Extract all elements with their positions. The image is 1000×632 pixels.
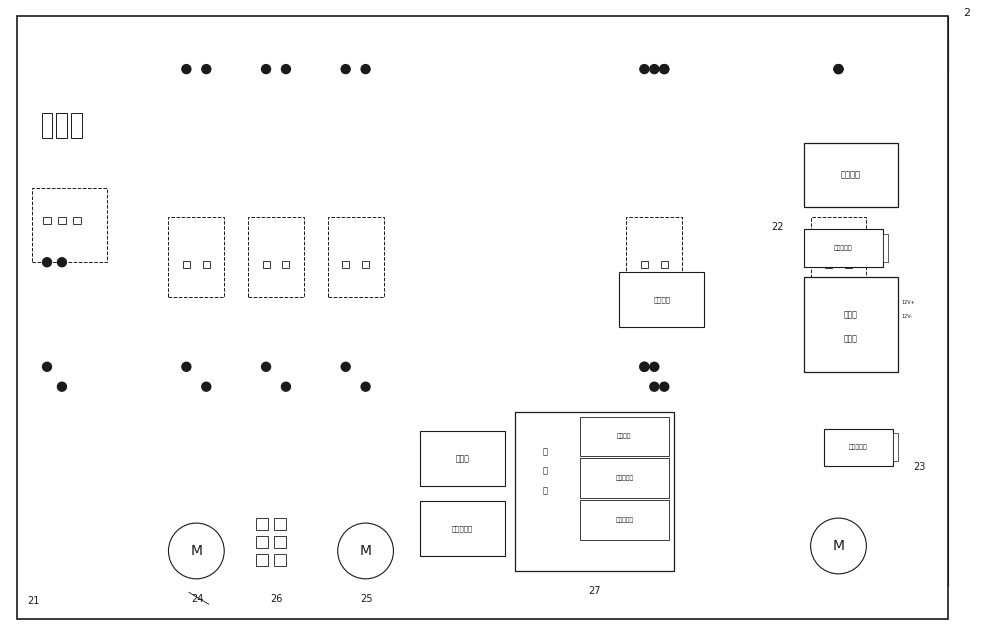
Text: 2: 2 — [963, 8, 970, 18]
Circle shape — [811, 518, 866, 574]
Bar — [42, 113, 52, 138]
Bar — [580, 416, 669, 456]
Bar — [420, 501, 505, 556]
Bar — [282, 261, 289, 268]
Circle shape — [262, 64, 271, 73]
Circle shape — [57, 382, 66, 391]
Circle shape — [202, 64, 211, 73]
Circle shape — [182, 362, 191, 371]
Text: 机: 机 — [542, 487, 547, 495]
Bar — [43, 217, 51, 224]
Circle shape — [650, 382, 659, 391]
Circle shape — [834, 64, 843, 73]
Bar — [58, 217, 66, 224]
Circle shape — [660, 382, 669, 391]
Circle shape — [660, 64, 669, 73]
Bar — [274, 536, 286, 548]
Circle shape — [341, 362, 350, 371]
Text: 25: 25 — [361, 593, 373, 604]
Bar — [626, 217, 682, 297]
Circle shape — [338, 523, 393, 579]
Text: 27: 27 — [588, 586, 601, 596]
Bar — [274, 518, 286, 530]
Bar — [845, 261, 852, 268]
Bar — [263, 261, 270, 268]
Bar — [619, 272, 704, 327]
Text: M: M — [190, 544, 202, 558]
Bar — [580, 458, 669, 498]
Bar — [661, 261, 668, 268]
Text: 工: 工 — [542, 447, 547, 456]
Bar — [893, 434, 898, 461]
Bar — [804, 229, 883, 267]
Circle shape — [660, 64, 669, 73]
Circle shape — [43, 258, 51, 267]
Bar — [515, 411, 674, 571]
Circle shape — [341, 64, 350, 73]
Text: 控: 控 — [542, 467, 547, 476]
Bar — [168, 217, 224, 297]
Circle shape — [43, 362, 51, 371]
Text: 数字量板卡: 数字量板卡 — [615, 475, 634, 481]
Text: 开关电源: 开关电源 — [653, 296, 670, 303]
Bar — [274, 554, 286, 566]
Circle shape — [57, 258, 66, 267]
Circle shape — [834, 64, 843, 73]
Bar — [256, 518, 268, 530]
Circle shape — [202, 382, 211, 391]
Text: 直流电源: 直流电源 — [841, 171, 861, 179]
Bar — [580, 500, 669, 540]
Bar — [811, 217, 866, 297]
Bar — [71, 113, 82, 138]
Circle shape — [281, 382, 290, 391]
Circle shape — [262, 362, 271, 371]
Bar — [824, 428, 893, 466]
Text: M: M — [833, 539, 845, 553]
Bar — [641, 261, 648, 268]
Circle shape — [281, 64, 290, 73]
Text: M: M — [360, 544, 372, 558]
Bar — [256, 536, 268, 548]
Bar — [804, 277, 898, 372]
Text: 电流传感器: 电流传感器 — [849, 445, 868, 450]
Bar — [883, 234, 888, 262]
Circle shape — [640, 362, 649, 371]
Text: 控制器: 控制器 — [844, 334, 858, 343]
Bar — [56, 113, 67, 138]
Bar — [73, 217, 81, 224]
Text: 显示屏: 显示屏 — [456, 454, 470, 463]
Bar — [804, 143, 898, 207]
Text: 转向泵: 转向泵 — [844, 310, 858, 320]
Circle shape — [650, 64, 659, 73]
Bar — [203, 261, 210, 268]
Circle shape — [650, 362, 659, 371]
Circle shape — [640, 362, 649, 371]
Bar — [362, 261, 369, 268]
Circle shape — [361, 382, 370, 391]
Text: 23: 23 — [913, 463, 926, 472]
Bar — [342, 261, 349, 268]
Text: 26: 26 — [270, 593, 282, 604]
Bar — [420, 432, 505, 486]
Circle shape — [361, 64, 370, 73]
Bar — [328, 217, 384, 297]
Text: 24: 24 — [191, 593, 204, 604]
Text: 模拟量板卡: 模拟量板卡 — [615, 518, 634, 523]
Text: 电压传感器: 电压传感器 — [834, 245, 853, 251]
Circle shape — [640, 64, 649, 73]
Text: 通讯板卡: 通讯板卡 — [617, 434, 632, 439]
Text: 12V-: 12V- — [901, 315, 912, 320]
Text: 21: 21 — [27, 596, 39, 605]
Circle shape — [182, 64, 191, 73]
Text: 22: 22 — [771, 222, 784, 233]
Text: 键盘、鼠标: 键盘、鼠标 — [452, 525, 473, 532]
Bar — [183, 261, 190, 268]
Text: 12V+: 12V+ — [901, 300, 915, 305]
Circle shape — [168, 523, 224, 579]
Bar — [32, 188, 107, 262]
Bar — [248, 217, 304, 297]
Bar — [256, 554, 268, 566]
Bar — [825, 261, 832, 268]
